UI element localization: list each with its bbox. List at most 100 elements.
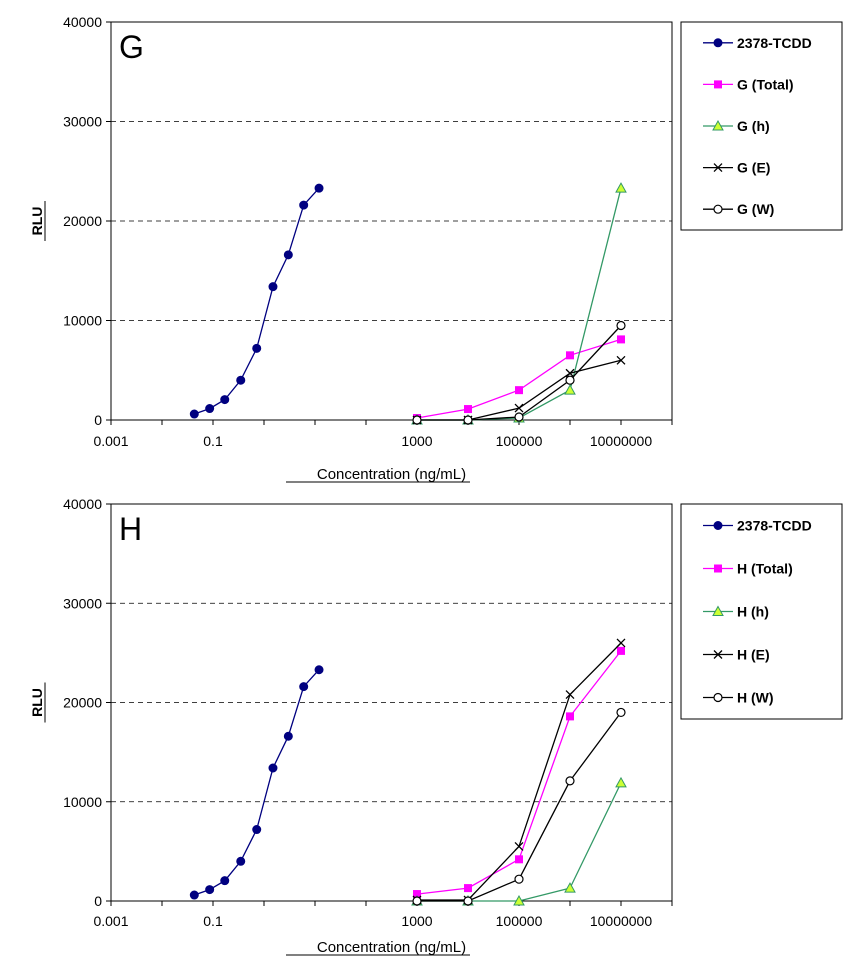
data-point [514,403,524,413]
data-point [252,825,262,835]
data-point [268,282,278,292]
series-0 [189,665,324,900]
data-point [565,776,575,786]
data-point [616,355,626,365]
chart-panel-h: 0 10000 20000 30000 40000 0.001 0.1 1000 100000 1… [29,496,843,956]
data-point [514,841,524,851]
y-tick-label: 30000 [63,595,102,611]
panel-label: H [119,511,142,547]
data-point [236,856,246,866]
data-point [268,763,278,773]
legend-entry: H (E) [703,647,770,663]
data-point [616,320,626,331]
legend-swatch-marker [713,521,723,530]
x-tick-label: 0.001 [93,433,128,449]
legend-label: G (E) [737,160,770,176]
data-point [515,386,523,395]
legend-label: G (W) [737,201,774,217]
data-point [616,707,626,718]
legend-swatch-marker [714,564,722,573]
data-point [464,884,472,893]
y-tick-label: 20000 [63,695,102,711]
legend-entry: H (Total) [703,561,793,577]
data-point [205,885,215,895]
data-point [514,874,524,884]
data-point [220,395,230,405]
data-point [236,375,246,385]
legend-entry: G (E) [703,160,770,176]
legend-swatch-marker [713,38,723,48]
legend-swatch-marker [713,163,723,173]
legend-entry: 2378-TCDD [703,518,812,534]
data-point [252,343,262,353]
y-tick-label: 10000 [63,313,102,329]
data-point [413,890,421,899]
legend-swatch-marker [713,204,723,214]
legend-swatch-marker [712,119,724,131]
legend-swatch-marker [713,650,723,659]
legend-entry: G (h) [703,118,770,134]
data-point [564,384,576,395]
data-point [463,896,473,906]
legend-entry: G (Total) [703,76,794,92]
data-point [314,665,324,675]
legend-swatch-marker [712,605,724,616]
x-tick-label: 100000 [496,433,543,449]
y-tick-label: 10000 [63,794,102,810]
data-point [464,405,472,414]
data-point [513,894,525,906]
data-point [299,200,309,210]
data-point [299,682,309,692]
series-1 [413,646,625,899]
x-tick-label: 10000000 [590,433,653,449]
legend-label: H (E) [737,647,770,663]
legend-entry: 2378-TCDD [703,35,812,51]
legend-swatch-marker [714,80,722,89]
x-tick-label: 10000000 [590,913,653,929]
data-point [615,776,627,788]
legend-swatch-marker [713,692,723,703]
data-point [564,882,576,893]
chart-panel-g: 0 10000 20000 30000 40000 0.001 0.1 1000 100000 1… [29,14,843,483]
legend-entry: H (h) [703,604,769,620]
data-point [566,351,574,360]
data-point [412,415,422,425]
legend-label: G (Total) [737,76,794,92]
legend: 2378-TCDD H (Total) H (h) H (E) H (W) [680,503,843,720]
y-axis-title: RLU [29,688,45,717]
legend-label: H (Total) [737,561,793,577]
x-tick-label: 100000 [496,913,543,929]
data-point [515,855,523,864]
y-tick-label: 20000 [63,213,102,229]
data-point [617,646,625,655]
x-tick-label: 0.1 [203,433,223,449]
data-point [220,876,230,886]
data-point [514,412,524,422]
legend: 2378-TCDD G (Total) G (h) G (E) G (W) [680,21,843,231]
data-point [617,335,625,344]
data-point [189,890,199,900]
legend-label: 2378-TCDD [737,35,812,51]
y-tick-label: 0 [94,893,102,909]
data-point [283,250,293,260]
data-point [616,638,626,648]
legend-label: 2378-TCDD [737,518,812,534]
y-tick-label: 40000 [63,496,102,512]
x-tick-label: 1000 [401,433,432,449]
data-point [463,415,473,425]
x-axis-title: Concentration (ng/mL) [317,466,466,483]
y-axis-title: RLU [29,207,45,236]
legend-label: H (h) [737,604,769,620]
panel-label: G [119,29,144,65]
series-4 [412,707,626,906]
series-0 [189,183,324,419]
data-point [565,368,575,378]
data-point [565,375,575,385]
x-tick-label: 1000 [401,913,432,929]
series-4 [412,320,626,425]
x-axis-title: Concentration (ng/mL) [317,939,466,956]
legend-label: H (W) [737,690,774,706]
y-tick-label: 0 [94,412,102,428]
legend-entry: H (W) [703,690,774,706]
